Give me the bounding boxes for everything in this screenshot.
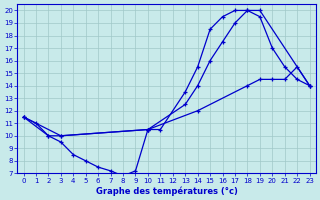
X-axis label: Graphe des températures (°c): Graphe des températures (°c) xyxy=(96,186,237,196)
